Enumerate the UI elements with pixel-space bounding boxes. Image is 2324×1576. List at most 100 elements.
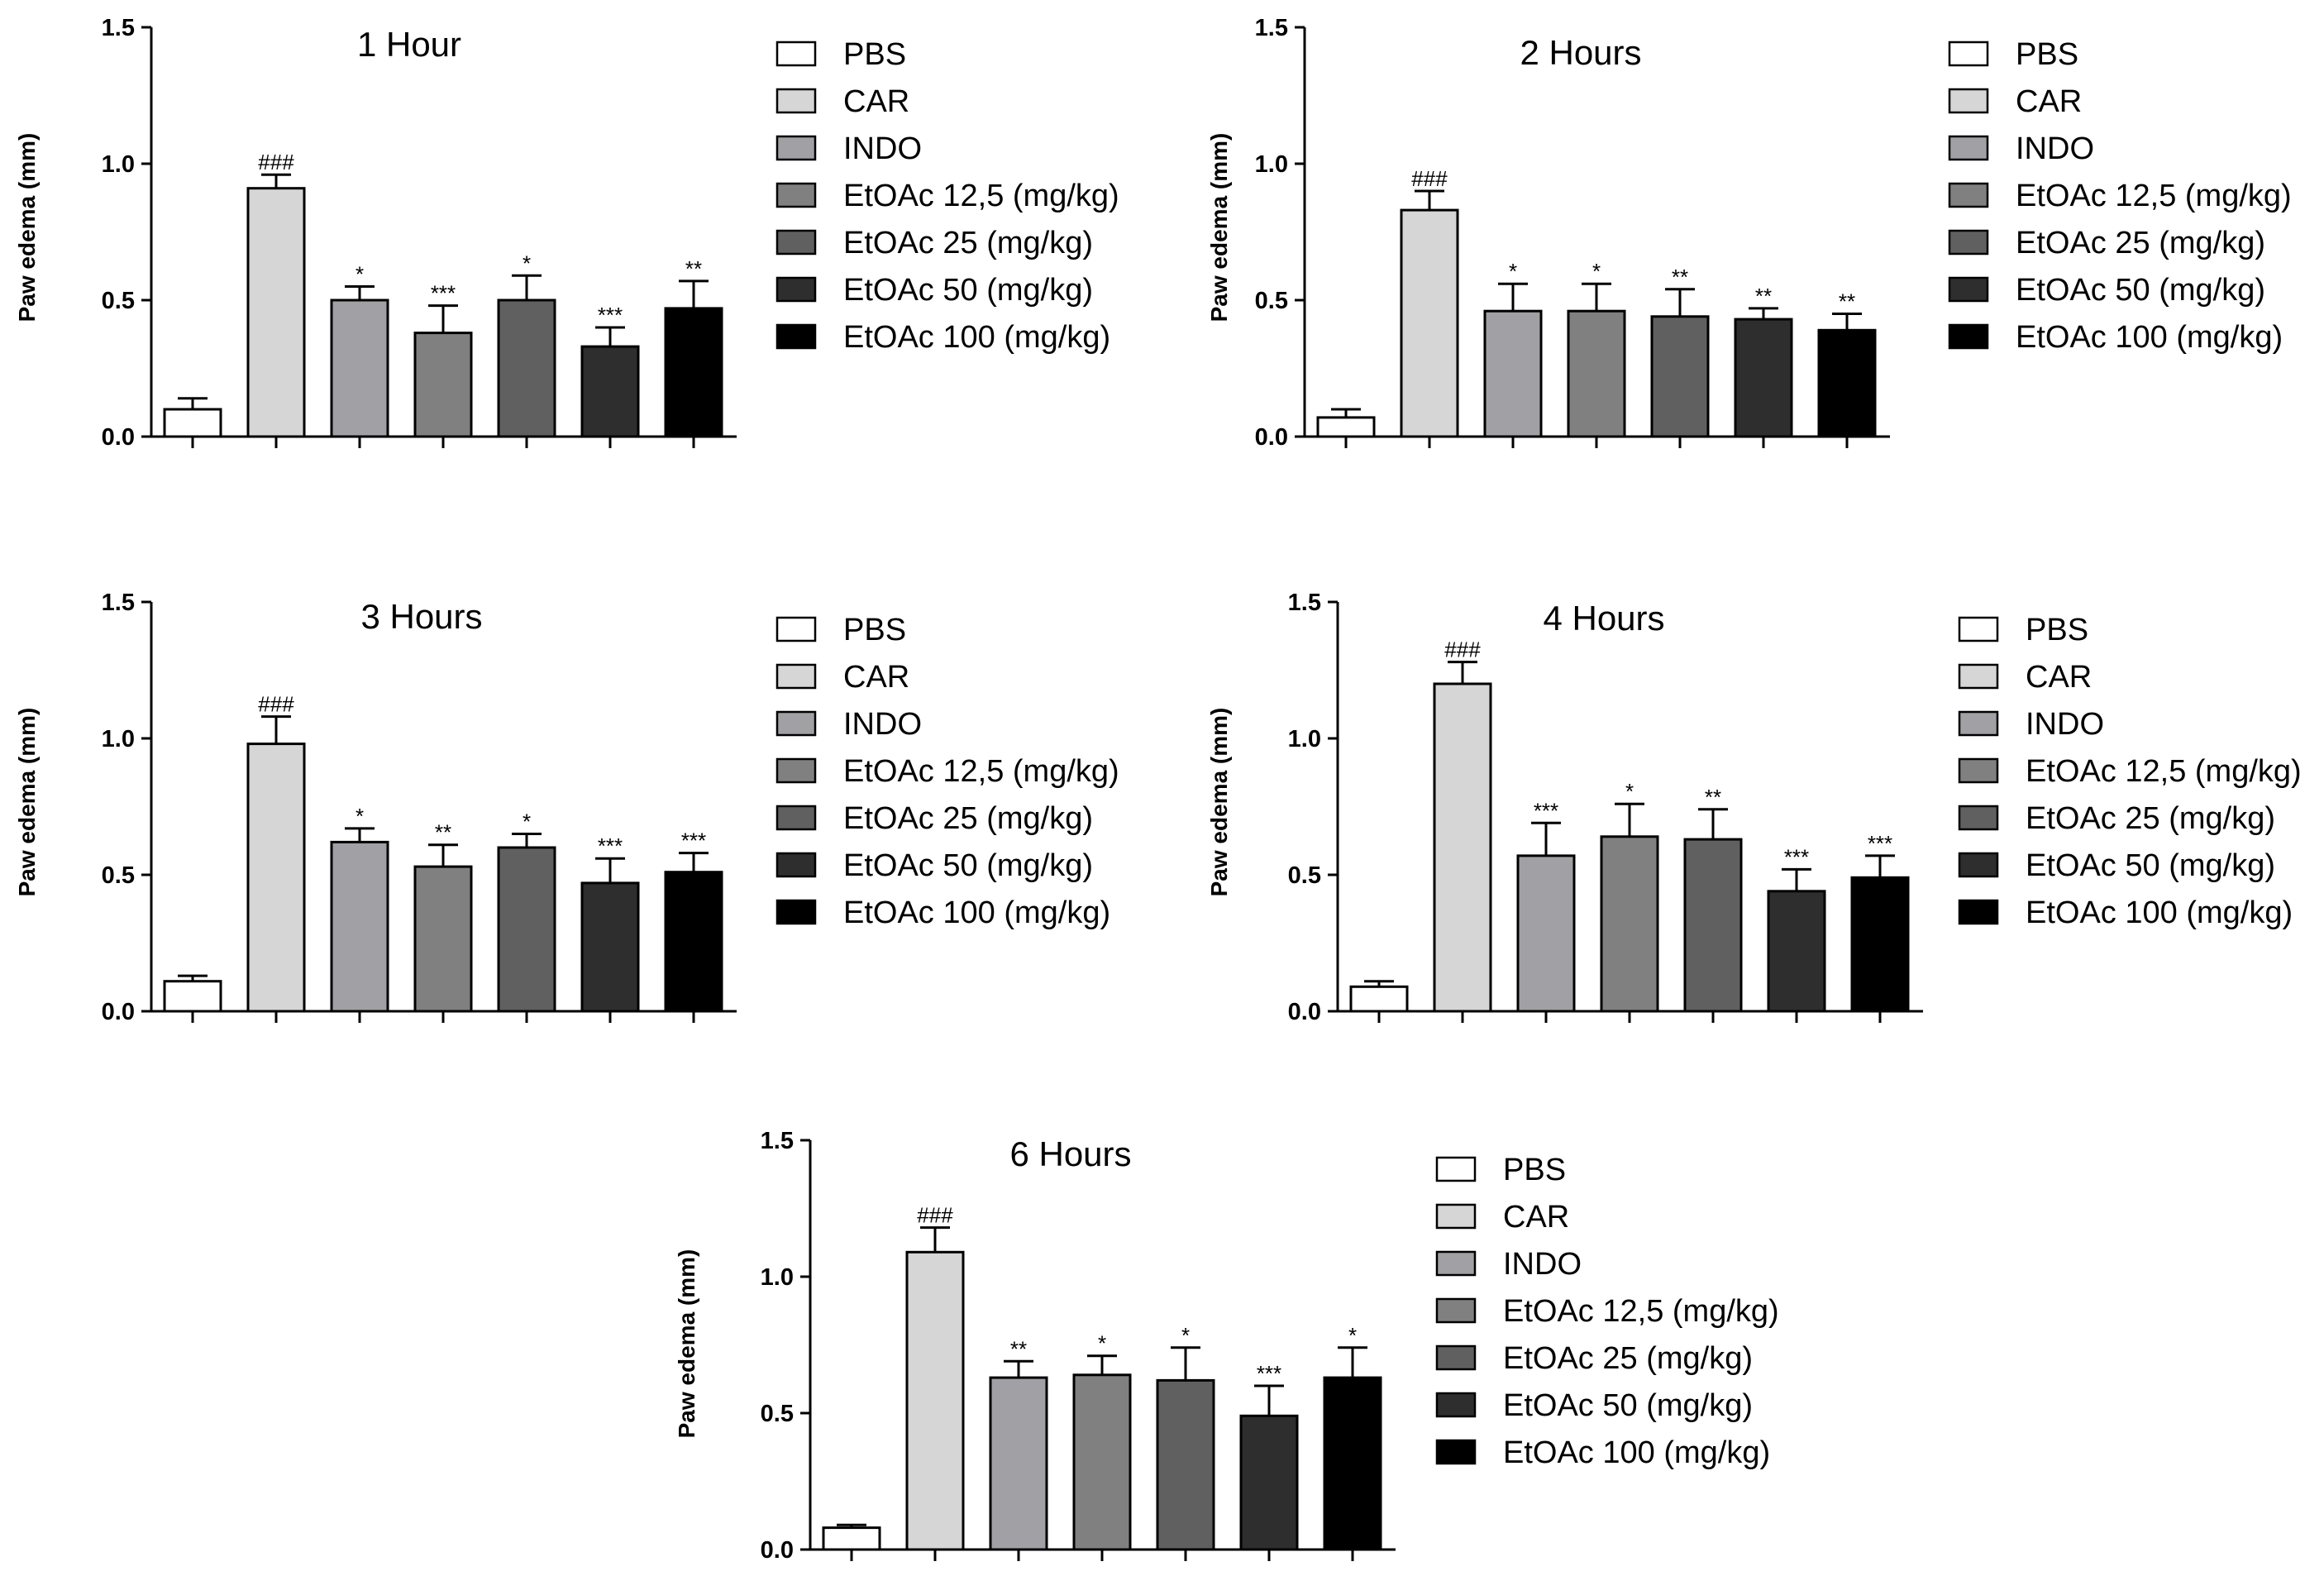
legend-swatch	[775, 710, 817, 737]
legend-swatch	[1435, 1344, 1477, 1371]
legend-label: EtOAc 50 (mg/kg)	[2026, 848, 2275, 883]
legend-swatch	[1948, 323, 1989, 350]
significance-label: **	[1010, 1336, 1027, 1361]
y-axis-label: Paw edema (mm)	[14, 708, 40, 897]
legend: PBS CAR INDO EtOAc 12,5 (mg/kg) EtOAc 25 (mg…	[775, 37, 1119, 355]
bar	[580, 881, 640, 1013]
significance-label: ***	[431, 281, 456, 306]
legend-label: EtOAc 100 (mg/kg)	[843, 895, 1110, 930]
legend: PBS CAR INDO EtOAc 12,5 (mg/kg) EtOAc 25 (mg…	[1948, 37, 2292, 355]
y-tick-label: 0.0	[761, 1537, 794, 1564]
legend-swatch	[775, 41, 817, 67]
bar	[1567, 309, 1626, 438]
bar	[580, 345, 640, 438]
legend-swatch	[775, 757, 817, 784]
significance-label: ***	[1257, 1361, 1281, 1386]
legend-swatch	[1435, 1156, 1477, 1182]
bar	[1072, 1373, 1132, 1551]
y-tick-label: 0.5	[1255, 288, 1288, 314]
bar	[413, 865, 473, 1013]
legend-label: PBS	[1503, 1153, 1566, 1187]
legend-label: EtOAc 50 (mg/kg)	[2016, 273, 2265, 308]
legend-swatch	[775, 276, 817, 303]
significance-label: ###	[258, 692, 294, 717]
significance-label: *	[1348, 1323, 1357, 1348]
legend-label: PBS	[843, 613, 906, 647]
significance-label: **	[1755, 284, 1772, 308]
legend-swatch	[775, 88, 817, 114]
bar	[1817, 328, 1877, 438]
bar	[246, 187, 306, 438]
legend-label: CAR	[2026, 660, 2092, 695]
legend-swatch	[1948, 88, 1989, 114]
significance-label: ***	[1868, 831, 1892, 856]
legend-label: EtOAc 25 (mg/kg)	[843, 226, 1093, 260]
bar	[1400, 208, 1459, 438]
y-axis-label: Paw edema (mm)	[14, 133, 40, 322]
y-axis-label: Paw edema (mm)	[1206, 133, 1232, 322]
bar	[664, 307, 723, 438]
y-tick-label: 0.5	[102, 288, 135, 314]
bar	[664, 871, 723, 1013]
legend-label: INDO	[843, 131, 922, 166]
legend-swatch	[1958, 616, 1999, 642]
significance-label: ***	[598, 303, 623, 327]
y-tick-label: 0.0	[1255, 424, 1288, 451]
significance-label: *	[1098, 1331, 1106, 1356]
legend-label: INDO	[2016, 131, 2094, 166]
legend-label: EtOAc 12,5 (mg/kg)	[2016, 179, 2292, 213]
legend-label: EtOAc 25 (mg/kg)	[1503, 1341, 1753, 1376]
significance-label: *	[1592, 259, 1601, 284]
bar	[1650, 315, 1710, 438]
y-tick-label: 0.0	[1288, 999, 1321, 1025]
legend-label: EtOAc 100 (mg/kg)	[2016, 320, 2283, 355]
bar	[497, 846, 556, 1013]
legend-label: INDO	[1503, 1247, 1582, 1282]
legend-label: EtOAc 25 (mg/kg)	[2016, 226, 2265, 260]
panel-title: 2 Hours	[1520, 33, 1641, 72]
y-tick-label: 1.5	[102, 15, 135, 41]
legend-swatch	[1948, 229, 1989, 256]
bar	[1239, 1414, 1299, 1551]
legend-swatch	[775, 182, 817, 208]
legend-swatch	[775, 805, 817, 831]
y-tick-label: 1.0	[761, 1264, 794, 1291]
significance-label: *	[356, 262, 364, 287]
significance-label: *	[1625, 779, 1634, 804]
legend-swatch	[1958, 710, 1999, 737]
y-axis-label: Paw edema (mm)	[674, 1249, 699, 1439]
legend-swatch	[775, 323, 817, 350]
bar	[1850, 876, 1910, 1013]
significance-label: **	[1839, 289, 1855, 314]
y-tick-label: 1.0	[1255, 151, 1288, 178]
bar	[989, 1376, 1048, 1551]
significance-label: *	[1509, 259, 1517, 284]
bar	[1600, 835, 1659, 1013]
legend-label: EtOAc 50 (mg/kg)	[1503, 1388, 1753, 1423]
legend-swatch	[1958, 663, 1999, 690]
significance-label: **	[685, 256, 702, 281]
legend-label: EtOAc 12,5 (mg/kg)	[843, 754, 1119, 789]
significance-label: *	[1181, 1323, 1190, 1348]
legend-swatch	[1948, 182, 1989, 208]
y-tick-label: 1.5	[1288, 590, 1321, 616]
significance-label: *	[523, 251, 531, 275]
legend-swatch	[775, 229, 817, 256]
y-tick-label: 1.5	[761, 1128, 794, 1154]
bar	[1316, 416, 1376, 438]
significance-label: **	[1705, 785, 1721, 809]
legend-swatch	[1435, 1439, 1477, 1465]
legend-swatch	[1958, 805, 1999, 831]
bar	[1734, 318, 1793, 438]
y-tick-label: 1.0	[102, 726, 135, 752]
bar	[246, 743, 306, 1013]
panel-title: 4 Hours	[1543, 599, 1664, 638]
legend-swatch	[1958, 852, 1999, 878]
legend-label: CAR	[2016, 84, 2082, 119]
y-axis-label: Paw edema (mm)	[1206, 708, 1232, 897]
legend-label: EtOAc 12,5 (mg/kg)	[2026, 754, 2302, 789]
legend: PBS CAR INDO EtOAc 12,5 (mg/kg) EtOAc 25 (mg…	[775, 613, 1119, 930]
y-tick-label: 0.5	[102, 862, 135, 889]
